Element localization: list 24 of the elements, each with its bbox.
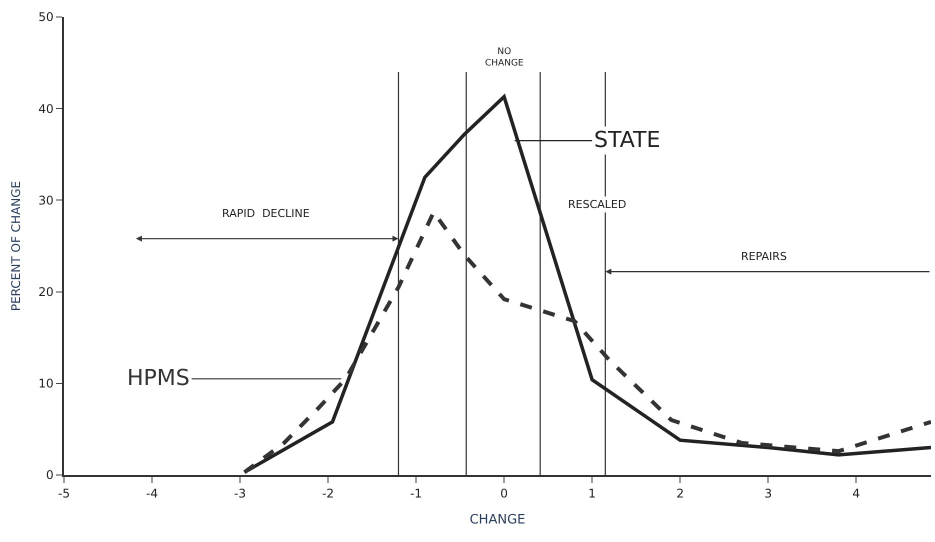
y-tick-label: 10 [38, 376, 54, 391]
annotation: REPAIRS [741, 250, 787, 263]
text: HPMS [127, 366, 190, 391]
annotation: RESCALED [568, 198, 626, 211]
annotation: RAPID DECLINE [222, 207, 310, 220]
y-tick-label: 40 [38, 102, 54, 116]
x-tick-label: -5 [58, 486, 70, 500]
x-tick-label: -3 [234, 486, 246, 500]
x-tick-label: -4 [146, 486, 158, 500]
x-tick-label: 1 [588, 486, 596, 500]
x-tick-label: 3 [764, 486, 772, 500]
legend-label: STATE [594, 128, 660, 153]
x-tick-label: -2 [322, 486, 334, 500]
x-tick-label: 2 [676, 486, 684, 500]
y-tick-label: 50 [38, 10, 54, 24]
y-tick-label: 20 [38, 285, 54, 299]
x-axis-title: CHANGE [470, 512, 526, 528]
x-tick-label: 0 [500, 486, 508, 500]
y-axis-title: PERCENT OF CHANGE [9, 180, 24, 312]
y-tick-label: 0 [46, 468, 54, 482]
x-tick-label: 4 [852, 486, 860, 500]
x-tick-label: -1 [410, 486, 422, 500]
annotation: NO CHANGE [485, 47, 524, 69]
y-tick-label: 30 [38, 193, 54, 208]
